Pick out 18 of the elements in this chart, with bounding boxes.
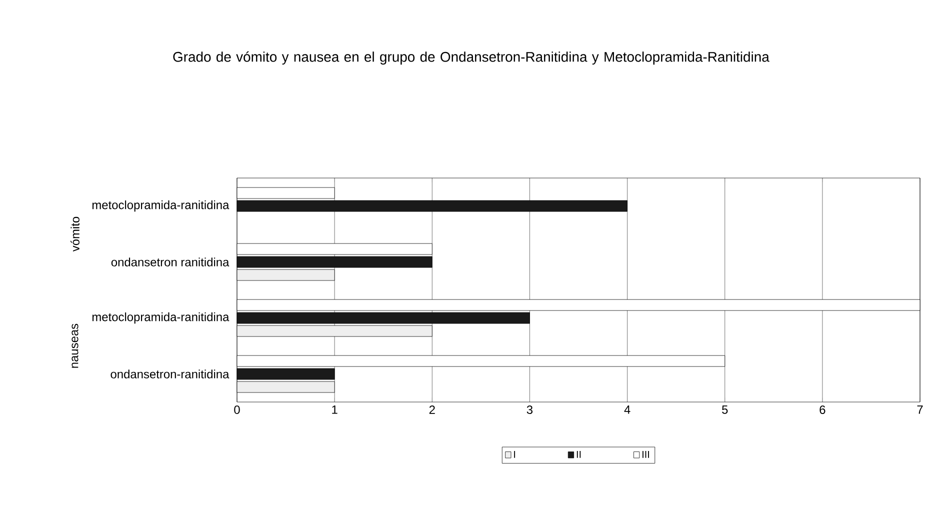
x-tick-label: 0 <box>234 406 240 414</box>
text: nauseas <box>72 324 78 368</box>
x-tick-label: 3 <box>526 406 533 414</box>
legend-label: II <box>576 450 581 458</box>
y-tick-label: ondansetron-ranitidina <box>110 370 230 378</box>
x-tick-label: 4 <box>624 406 630 414</box>
text: vómito <box>70 216 80 252</box>
x-tick-label: 7 <box>917 406 923 414</box>
legend-label: III <box>642 450 649 458</box>
legend-label: I <box>514 450 516 458</box>
chart-title: Grado de vómito y nausea en el grupo de Ondansetron-Ranitidina y Metoclopramida-Ranitidina <box>173 51 770 65</box>
y-tick-label: ondansetron ranitidina <box>111 258 230 266</box>
y-tick-label: metoclopramida-ranitidina <box>92 312 230 324</box>
x-tick-label: 1 <box>332 406 338 414</box>
x-tick-label: 6 <box>820 406 826 414</box>
x-tick-label: 5 <box>722 406 728 414</box>
y-tick-label: metoclopramida-ranitidina <box>92 200 230 212</box>
x-tick-label: 2 <box>429 406 435 414</box>
